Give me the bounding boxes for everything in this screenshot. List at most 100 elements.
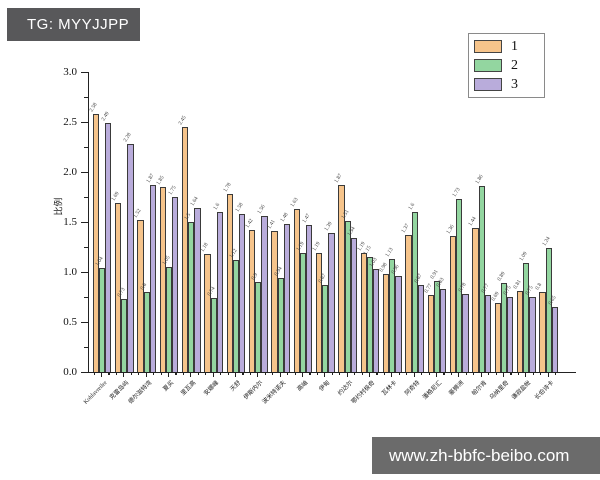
- x-minor-tick: [309, 372, 311, 375]
- bar-value-label: 1.09: [518, 250, 529, 262]
- bar-value-label: 0.8: [534, 281, 544, 291]
- bar-value-label: 1.75: [167, 184, 178, 196]
- bar-value-label: 1.58: [234, 201, 245, 213]
- bar-series-1: [92, 114, 99, 372]
- x-minor-tick: [182, 372, 184, 375]
- bar-series-2: [411, 212, 418, 372]
- x-minor-tick: [354, 372, 356, 375]
- legend-item-2: 2: [474, 56, 538, 75]
- bar-value-label: 1.73: [451, 186, 462, 198]
- y-major-tick: [81, 271, 88, 273]
- x-major-tick: [547, 372, 549, 377]
- x-major-tick: [145, 372, 147, 377]
- bar-value-label: 1.44: [467, 215, 479, 227]
- bar-value-label: 1.39: [323, 220, 335, 232]
- x-minor-tick: [294, 372, 296, 375]
- x-category-label: 阿奇特: [403, 380, 421, 397]
- bar-series-2: [366, 257, 374, 372]
- x-minor-tick: [93, 372, 95, 375]
- bar-series-2: [523, 263, 530, 372]
- bar-series-3: [529, 297, 536, 372]
- bar-value-label: 0.9: [250, 271, 260, 281]
- x-minor-tick: [495, 372, 497, 375]
- bar-series-3: [350, 238, 357, 372]
- bar-value-label: 0.98: [378, 261, 389, 273]
- bar-series-2: [500, 283, 508, 372]
- bar-chart-plot-area: 2.58 1.04 2.49 1.69 0.73 2.28 1.52 0.8 1.87 1.85 1…: [88, 72, 576, 373]
- bar-series-1: [517, 291, 524, 372]
- bar-series-1: [182, 127, 189, 372]
- bar-series-2: [255, 282, 262, 372]
- bar-series-1: [405, 235, 412, 372]
- bar-series-2: [98, 268, 106, 372]
- x-category-label: 里瓦高: [180, 380, 198, 397]
- bar-value-label: 2.58: [88, 101, 99, 113]
- x-category-label: 谦寂盐帐: [511, 380, 533, 402]
- x-category-label: 瓦林卡: [381, 380, 399, 397]
- y-major-tick: [81, 171, 88, 173]
- x-minor-tick: [465, 372, 467, 375]
- x-minor-tick: [473, 372, 475, 375]
- bar-series-2: [188, 222, 195, 372]
- bar-series-2: [322, 285, 329, 372]
- x-major-tick: [525, 372, 527, 377]
- y-tick-label: 0.0: [63, 366, 77, 378]
- x-minor-tick: [406, 372, 408, 375]
- legend-item-label: 1: [511, 38, 518, 54]
- bar-series-1: [360, 253, 367, 372]
- bar-series-2: [299, 253, 307, 372]
- x-minor-tick: [540, 372, 542, 375]
- x-major-tick: [190, 372, 192, 377]
- legend-swatch: [474, 59, 502, 72]
- x-minor-tick: [205, 372, 207, 375]
- y-tick-label: 1.5: [63, 216, 77, 228]
- bar-value-label: 0.96: [390, 263, 402, 275]
- bar-series-3: [172, 197, 179, 372]
- x-category-label: 波米特诺夫: [261, 380, 287, 406]
- x-minor-tick: [339, 372, 341, 375]
- x-category-label: 伊甸: [318, 380, 332, 393]
- y-axis-title: 比例: [53, 197, 64, 216]
- bar-value-label: 1.18: [199, 241, 211, 253]
- bar-series-2: [344, 221, 351, 372]
- bar-series-1: [427, 295, 434, 372]
- bar-value-label: 1.64: [189, 195, 201, 207]
- x-category-label: 帕尔肯: [470, 380, 488, 397]
- legend-swatch: [474, 78, 502, 91]
- bar-series-3: [417, 285, 424, 372]
- bar-value-label: 0.73: [116, 286, 127, 298]
- legend-item-1: 1: [474, 37, 538, 56]
- x-minor-tick: [398, 372, 400, 375]
- bar-series-1: [204, 254, 211, 372]
- bar-value-label: 1.37: [400, 222, 412, 234]
- bar-series-1: [494, 303, 501, 372]
- x-major-tick: [369, 372, 371, 377]
- bar-value-label: 0.77: [423, 282, 434, 294]
- bar-series-2: [277, 278, 284, 372]
- bar-value-label: 0.87: [317, 272, 328, 284]
- y-tick-label: 1.0: [63, 266, 77, 278]
- x-minor-tick: [361, 372, 363, 375]
- legend-item-label: 3: [511, 76, 518, 92]
- x-category-label: 安娜峰: [202, 380, 220, 397]
- y-minor-tick: [84, 196, 88, 198]
- x-minor-tick: [532, 372, 534, 375]
- bar-value-label: 1.69: [110, 190, 121, 202]
- bar-value-label: 0.8: [139, 281, 148, 291]
- bar-series-1: [539, 292, 546, 372]
- bar-series-3: [261, 216, 268, 372]
- legend-item-3: 3: [474, 75, 538, 94]
- x-minor-tick: [272, 372, 274, 375]
- bar-series-2: [545, 248, 552, 372]
- legend-swatch: [474, 40, 502, 53]
- y-major-tick: [81, 321, 88, 323]
- bar-value-label: 0.78: [457, 281, 469, 293]
- bar-value-label: 2.45: [177, 114, 188, 126]
- website-watermark-bar: www.zh-bbfc-beibo.com: [372, 437, 600, 474]
- x-minor-tick: [421, 372, 423, 375]
- y-tick-label: 3.0: [63, 66, 77, 78]
- bar-series-2: [433, 281, 441, 372]
- x-minor-tick: [108, 372, 110, 375]
- y-tick-label: 2.0: [63, 166, 77, 178]
